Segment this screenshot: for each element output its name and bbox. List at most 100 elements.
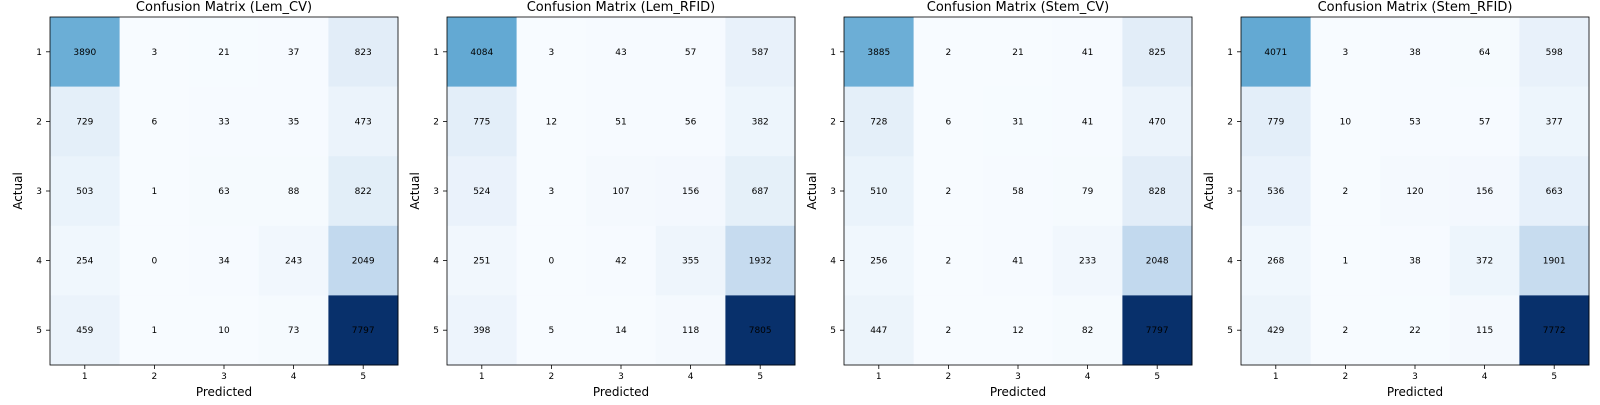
heatmap-cell — [725, 225, 796, 296]
cell-value: 37 — [288, 48, 299, 58]
cell-value: 21 — [1012, 48, 1023, 58]
heatmap-cell — [1380, 17, 1451, 88]
heatmap-cell — [913, 156, 984, 227]
y-tick-label: 3 — [830, 187, 836, 197]
cell-value: 377 — [1546, 117, 1563, 127]
cell-value: 825 — [1149, 48, 1166, 58]
heatmap-cell — [913, 225, 984, 296]
cell-value: 355 — [682, 257, 699, 267]
y-tick-label: 2 — [433, 117, 439, 127]
x-tick-label: 5 — [360, 372, 366, 382]
heatmap-cell — [983, 86, 1054, 157]
heatmap-cell — [189, 86, 260, 157]
y-axis-label: Actual — [1202, 172, 1216, 210]
cell-value: 31 — [1012, 117, 1023, 127]
heatmap-cell — [189, 225, 260, 296]
heatmap-cell — [328, 295, 399, 366]
x-tick-label: 1 — [479, 372, 485, 382]
cell-value: 473 — [355, 117, 372, 127]
cell-value: 58 — [1012, 187, 1024, 197]
heatmap-cell — [1519, 225, 1590, 296]
cell-value: 587 — [752, 48, 769, 58]
cell-value: 12 — [546, 117, 557, 127]
cell-value: 382 — [752, 117, 769, 127]
cell-value: 3 — [549, 187, 555, 197]
heatmap-cell — [1519, 295, 1590, 366]
cell-value: 0 — [549, 257, 555, 267]
cell-value: 2 — [946, 187, 952, 197]
cell-value: 10 — [1340, 117, 1352, 127]
cell-value: 41 — [1082, 117, 1093, 127]
heatmap-cell — [1241, 225, 1312, 296]
y-tick-label: 4 — [433, 257, 439, 267]
heatmap-cell — [258, 156, 329, 227]
cell-value: 2048 — [1146, 257, 1169, 267]
heatmap-cell — [1449, 295, 1520, 366]
x-tick-label: 4 — [1482, 372, 1488, 382]
cell-value: 34 — [218, 257, 230, 267]
cell-value: 2 — [946, 326, 952, 336]
heatmap-cell — [516, 17, 587, 88]
cell-value: 1901 — [1543, 257, 1566, 267]
chart-title: Confusion Matrix (Stem_RFID) — [1318, 0, 1513, 15]
cell-value: 3885 — [867, 48, 890, 58]
x-tick-label: 4 — [291, 372, 297, 382]
cell-value: 233 — [1079, 257, 1096, 267]
heatmap-cell — [447, 295, 518, 366]
x-tick-label: 3 — [618, 372, 624, 382]
cell-value: 447 — [870, 326, 887, 336]
cell-value: 729 — [76, 117, 93, 127]
heatmap-cell — [586, 86, 657, 157]
cell-value: 64 — [1479, 48, 1491, 58]
heatmap-cell — [586, 17, 657, 88]
y-axis-label: Actual — [408, 172, 422, 210]
x-axis-label: Predicted — [1387, 385, 1443, 399]
heatmap-cell — [1122, 225, 1193, 296]
cell-value: 243 — [285, 257, 302, 267]
heatmap-cell — [119, 156, 190, 227]
heatmap-cell — [1052, 295, 1123, 366]
chart-title: Confusion Matrix (Lem_CV) — [136, 0, 312, 15]
y-tick-label: 2 — [36, 117, 42, 127]
cell-value: 2 — [1343, 326, 1349, 336]
y-tick-label: 5 — [1227, 326, 1233, 336]
cell-value: 118 — [682, 326, 699, 336]
heatmap-cell — [50, 156, 121, 227]
heatmap-cell — [1519, 156, 1590, 227]
cell-value: 6 — [946, 117, 952, 127]
cell-value: 268 — [1267, 257, 1284, 267]
heatmap-cell — [725, 295, 796, 366]
cell-value: 429 — [1267, 326, 1284, 336]
cell-value: 88 — [288, 187, 300, 197]
cell-value: 115 — [1476, 326, 1493, 336]
heatmap-cell — [1449, 156, 1520, 227]
heatmap-cell — [1052, 86, 1123, 157]
heatmap-cell — [655, 17, 726, 88]
cell-value: 251 — [473, 257, 490, 267]
y-tick-label: 1 — [36, 48, 42, 58]
cell-value: 7797 — [1146, 326, 1169, 336]
heatmap-cell — [844, 86, 915, 157]
heatmap-cell — [913, 295, 984, 366]
cell-value: 3890 — [73, 48, 96, 58]
cell-value: 63 — [218, 187, 229, 197]
cell-value: 3 — [152, 48, 158, 58]
confusion-matrix-panel: Confusion Matrix (Stem_CV)3885 2 21 41 82572… — [805, 0, 1193, 399]
x-tick-label: 2 — [1343, 372, 1349, 382]
cell-value: 38 — [1409, 48, 1421, 58]
heatmap-cell — [189, 17, 260, 88]
cell-value: 107 — [612, 187, 629, 197]
heatmap-cell — [50, 225, 121, 296]
heatmap-cell — [50, 86, 121, 157]
cell-value: 779 — [1267, 117, 1284, 127]
heatmap-cell — [1052, 156, 1123, 227]
cell-value: 38 — [1409, 257, 1421, 267]
x-tick-label: 5 — [757, 372, 763, 382]
heatmap-cell — [447, 17, 518, 88]
cell-value: 2 — [946, 48, 952, 58]
confusion-matrix-panel: Confusion Matrix (Stem_RFID) 4071 3 38 64 598… — [1202, 0, 1590, 399]
cell-value: 57 — [685, 48, 696, 58]
heatmap-cell — [1122, 156, 1193, 227]
chart-title: Confusion Matrix (Lem_RFID) — [527, 0, 716, 15]
cell-value: 79 — [1082, 187, 1094, 197]
